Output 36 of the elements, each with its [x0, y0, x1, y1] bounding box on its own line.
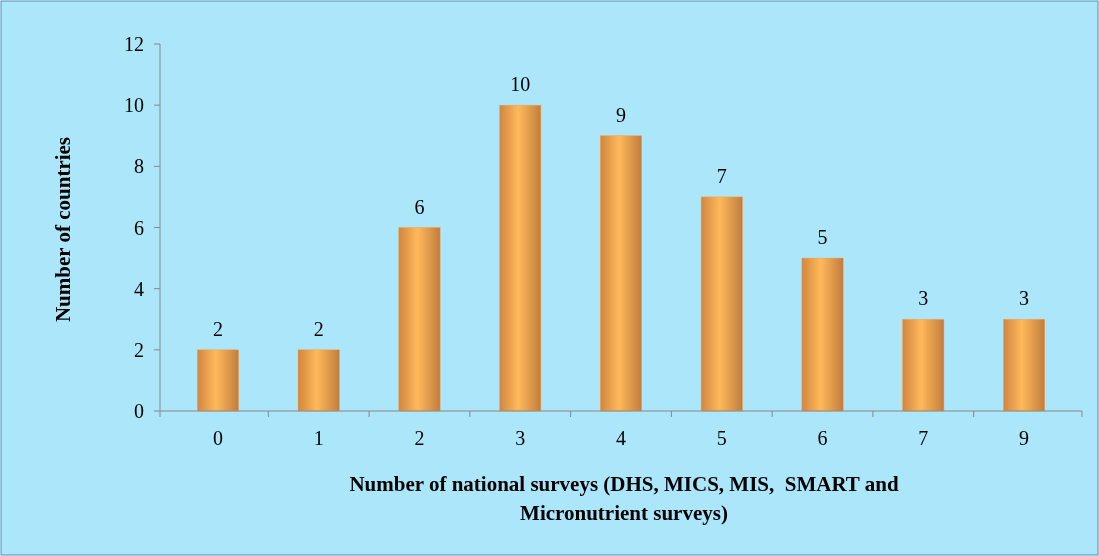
y-tick-label: 2 — [134, 338, 144, 361]
bar — [197, 349, 239, 412]
y-tick-label: 8 — [134, 155, 144, 178]
data-label: 3 — [1019, 287, 1030, 310]
data-label: 2 — [313, 317, 324, 340]
bar — [499, 104, 542, 412]
x-tick-label: 4 — [616, 427, 626, 449]
y-tick-label: 6 — [134, 216, 144, 239]
bar — [700, 196, 743, 412]
y-axis-title: Number of countries — [51, 136, 75, 323]
x-tick-label: 0 — [212, 427, 223, 449]
data-label: 2 — [212, 317, 223, 340]
x-tick-label: 1 — [313, 427, 324, 449]
x-tick-label: 9 — [1019, 427, 1030, 449]
data-label: 5 — [817, 226, 828, 249]
bar — [1003, 319, 1045, 412]
data-label: 7 — [716, 164, 727, 187]
data-label: 3 — [918, 287, 929, 310]
y-tick-label: 4 — [134, 277, 144, 300]
x-tick-label: 7 — [918, 427, 929, 449]
x-tick-label: 3 — [515, 427, 526, 449]
bar — [297, 349, 340, 412]
y-tick-label: 0 — [134, 400, 144, 422]
bar — [801, 257, 844, 412]
y-tick-label: 12 — [124, 33, 144, 55]
x-axis-title: Number of national surveys (DHS, MICS, MIS, SMART and Micronutrient surveys) — [349, 472, 899, 525]
data-label: 6 — [414, 195, 425, 218]
data-label: 9 — [616, 103, 626, 126]
x-tick-label: 6 — [817, 427, 828, 449]
y-tick-label: 10 — [124, 94, 144, 117]
data-label: 10 — [510, 73, 531, 96]
bar — [398, 227, 441, 412]
x-tick-label: 5 — [716, 427, 727, 449]
bar — [902, 319, 945, 412]
bar — [600, 135, 642, 412]
x-tick-label: 2 — [414, 427, 425, 449]
